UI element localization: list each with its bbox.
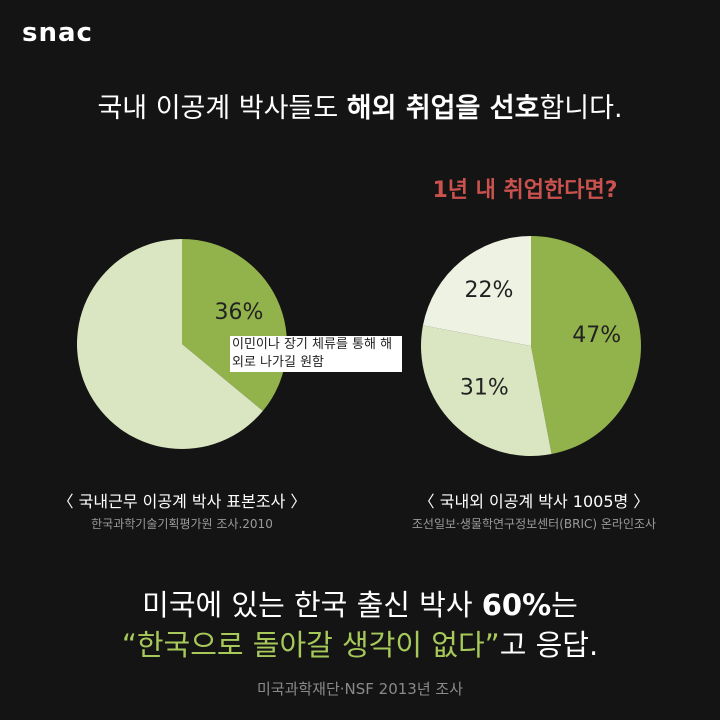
footer-source: 미국과학재단·NSF 2013년 조사	[256, 680, 464, 698]
headline-bold: 해외 취업을 선호	[346, 93, 540, 124]
pie-slice	[421, 325, 552, 456]
slice-label: 47%	[572, 323, 621, 348]
chart-source: 조선일보·생물학연구정보센터(BRIC) 온라인조사	[411, 517, 657, 531]
chart-caption: 〈 국내근무 이공계 박사 표본조사 〉	[57, 492, 307, 511]
slice-annotation: 이민이나 장기 체류를 통해 해외로 나가길 원함	[230, 336, 402, 372]
conclusion-quote: “한국으로 돌아갈 생각이 없다”	[121, 628, 500, 662]
pie-slice	[76, 239, 263, 449]
conclusion-text: 미국에 있는 한국 출신 박사	[142, 588, 482, 622]
pie-slice	[422, 235, 531, 346]
conclusion-line: 미국에 있는 한국 출신 박사 60%는	[0, 582, 720, 624]
headline-text: 국내 이공계 박사들도	[97, 93, 347, 124]
conclusion-bold: 60%	[481, 588, 552, 622]
conclusion-line: “한국으로 돌아갈 생각이 없다”고 응답.	[0, 622, 720, 664]
conclusion-text: 는	[551, 588, 578, 622]
slice-label: 22%	[464, 278, 513, 303]
pie-slice	[531, 236, 642, 455]
chart-source: 한국과학기술기획평가원 조사.2010	[91, 517, 273, 531]
chart-title: 1년 내 취업한다면?	[432, 178, 618, 203]
headline-text: 합니다.	[539, 93, 623, 124]
logo: snac	[22, 18, 93, 48]
slice-label: 31%	[460, 376, 509, 401]
headline: 국내 이공계 박사들도 해외 취업을 선호합니다.	[0, 86, 720, 125]
chart-caption: 〈 국내외 이공계 박사 1005명 〉	[418, 492, 650, 511]
slice-label: 36%	[215, 300, 264, 325]
conclusion-text: 고 응답.	[499, 628, 599, 662]
